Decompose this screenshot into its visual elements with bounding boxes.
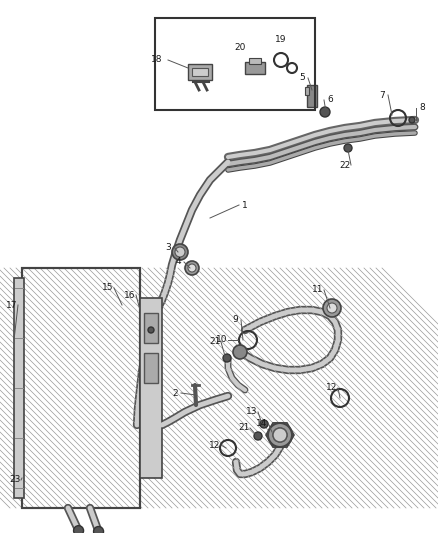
Text: 6: 6	[327, 95, 333, 104]
Text: 5: 5	[299, 74, 305, 83]
Text: 21: 21	[209, 337, 221, 346]
Bar	[144, 313, 158, 343]
Text: 15: 15	[102, 284, 114, 293]
Circle shape	[148, 327, 154, 333]
Circle shape	[260, 420, 268, 428]
Circle shape	[273, 428, 287, 442]
Text: 1: 1	[242, 200, 248, 209]
Text: 12: 12	[326, 384, 338, 392]
Text: 7: 7	[379, 91, 385, 100]
Text: 16: 16	[124, 290, 136, 300]
Text: 17: 17	[6, 301, 18, 310]
Bar	[188, 64, 212, 80]
Bar	[22, 268, 140, 508]
Text: 11: 11	[312, 286, 324, 295]
Text: 23: 23	[9, 475, 21, 484]
Text: 9: 9	[232, 316, 238, 325]
Text: 21: 21	[238, 424, 250, 432]
Text: 18: 18	[151, 55, 163, 64]
Bar	[22, 268, 140, 508]
Circle shape	[172, 244, 188, 260]
Circle shape	[233, 345, 247, 359]
Circle shape	[327, 303, 337, 313]
Text: 14: 14	[256, 418, 268, 427]
Circle shape	[185, 261, 199, 275]
Text: 13: 13	[246, 408, 258, 416]
Circle shape	[94, 527, 103, 533]
Text: 10: 10	[216, 335, 228, 344]
Text: 22: 22	[339, 160, 351, 169]
Bar	[305, 87, 309, 95]
Bar	[245, 62, 265, 74]
Circle shape	[254, 432, 262, 440]
Text: 20: 20	[234, 44, 246, 52]
Text: 2: 2	[172, 389, 178, 398]
Text: 3: 3	[165, 243, 171, 252]
Circle shape	[223, 354, 231, 362]
Text: 8: 8	[419, 103, 425, 112]
Circle shape	[268, 423, 292, 447]
Circle shape	[188, 264, 196, 272]
Circle shape	[323, 299, 341, 317]
Circle shape	[320, 107, 330, 117]
Circle shape	[344, 144, 352, 152]
Text: 4: 4	[175, 257, 181, 266]
Circle shape	[74, 526, 84, 533]
Bar	[192, 68, 208, 76]
Polygon shape	[266, 423, 294, 447]
Circle shape	[273, 428, 287, 442]
Circle shape	[175, 247, 185, 257]
Bar	[14, 278, 24, 498]
Bar	[144, 353, 158, 383]
Bar	[307, 85, 317, 107]
Text: 19: 19	[275, 36, 287, 44]
Circle shape	[409, 117, 415, 123]
Bar	[155, 18, 315, 110]
Bar	[140, 298, 162, 478]
Bar	[249, 58, 261, 64]
Text: 12: 12	[209, 440, 221, 449]
